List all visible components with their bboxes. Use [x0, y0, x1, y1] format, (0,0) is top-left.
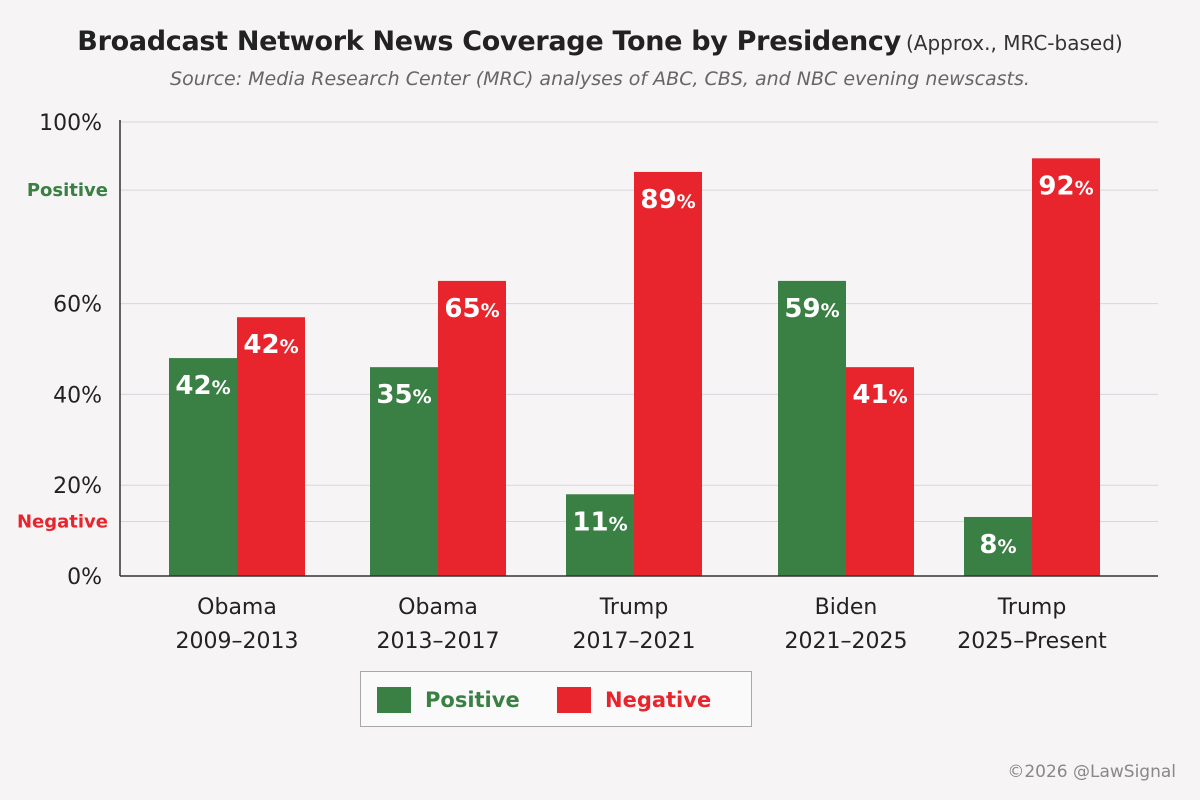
data-label: 41% — [852, 380, 907, 410]
data-label: 11% — [572, 507, 627, 537]
data-labels: 42% 42% 35% 65% 11% 89% 59% 41% 8% 92% — [175, 171, 1093, 560]
x-category-label: 2017–2021 — [573, 629, 696, 654]
y-tick-label: 100% — [39, 111, 102, 136]
x-category-label: Obama — [197, 595, 277, 620]
legend-item-positive: Positive — [377, 687, 520, 713]
y-tick-label: 60% — [53, 293, 102, 318]
chart-title: Broadcast Network News Coverage Tone by … — [0, 26, 1200, 57]
bar-negative — [1032, 158, 1100, 576]
y-tick-label: 0% — [67, 565, 102, 590]
legend-item-negative: Negative — [557, 687, 711, 713]
x-category-label: 2021–2025 — [785, 629, 908, 654]
data-label: 59% — [784, 294, 839, 324]
legend-swatch-negative — [557, 687, 591, 713]
bar-negative — [237, 317, 305, 576]
bar-negative — [634, 171, 702, 576]
x-category-label: 2013–2017 — [377, 629, 500, 654]
data-label: 42% — [243, 330, 298, 360]
y-side-label: Negative — [17, 512, 108, 533]
bar-positive — [566, 494, 634, 576]
bar-positive — [370, 367, 438, 576]
x-category-label: 2009–2013 — [176, 629, 299, 654]
axes: 0% 20% 40% 60% 100% Positive Negative Obama 2009… — [17, 111, 1158, 654]
data-label: 92% — [1038, 171, 1093, 201]
chart-subtitle: Source: Media Research Center (MRC) anal… — [170, 68, 1030, 90]
x-category-label: 2025–Present — [957, 629, 1107, 654]
chart-title-main: Broadcast Network News Coverage Tone by … — [77, 26, 901, 57]
data-label: 8% — [979, 530, 1016, 560]
chart-title-qualifier: (Approx., MRC-based) — [906, 31, 1123, 55]
legend-label-negative: Negative — [605, 688, 712, 712]
x-category-label: Biden — [815, 595, 878, 620]
legend-label-positive: Positive — [425, 688, 520, 712]
credit-watermark: ©2026 @LawSignal — [1007, 762, 1176, 782]
bar-positive — [778, 280, 846, 576]
data-label: 65% — [444, 294, 499, 324]
y-side-label: Positive — [27, 180, 108, 201]
y-tick-label: 20% — [53, 474, 102, 499]
x-category-label: Trump — [997, 595, 1067, 620]
x-category-label: Obama — [398, 595, 478, 620]
y-tick-label: 40% — [53, 383, 102, 408]
x-category-label: Trump — [599, 595, 669, 620]
bar-negative — [846, 367, 914, 576]
bar-positive — [964, 516, 1032, 576]
bar-positive — [169, 358, 237, 576]
legend-swatch-positive — [377, 687, 411, 713]
bars — [169, 158, 1100, 576]
data-label: 89% — [640, 185, 695, 215]
legend: Positive Negative — [360, 671, 752, 727]
data-label: 42% — [175, 371, 230, 401]
bar-negative — [438, 280, 506, 576]
data-label: 35% — [376, 380, 431, 410]
